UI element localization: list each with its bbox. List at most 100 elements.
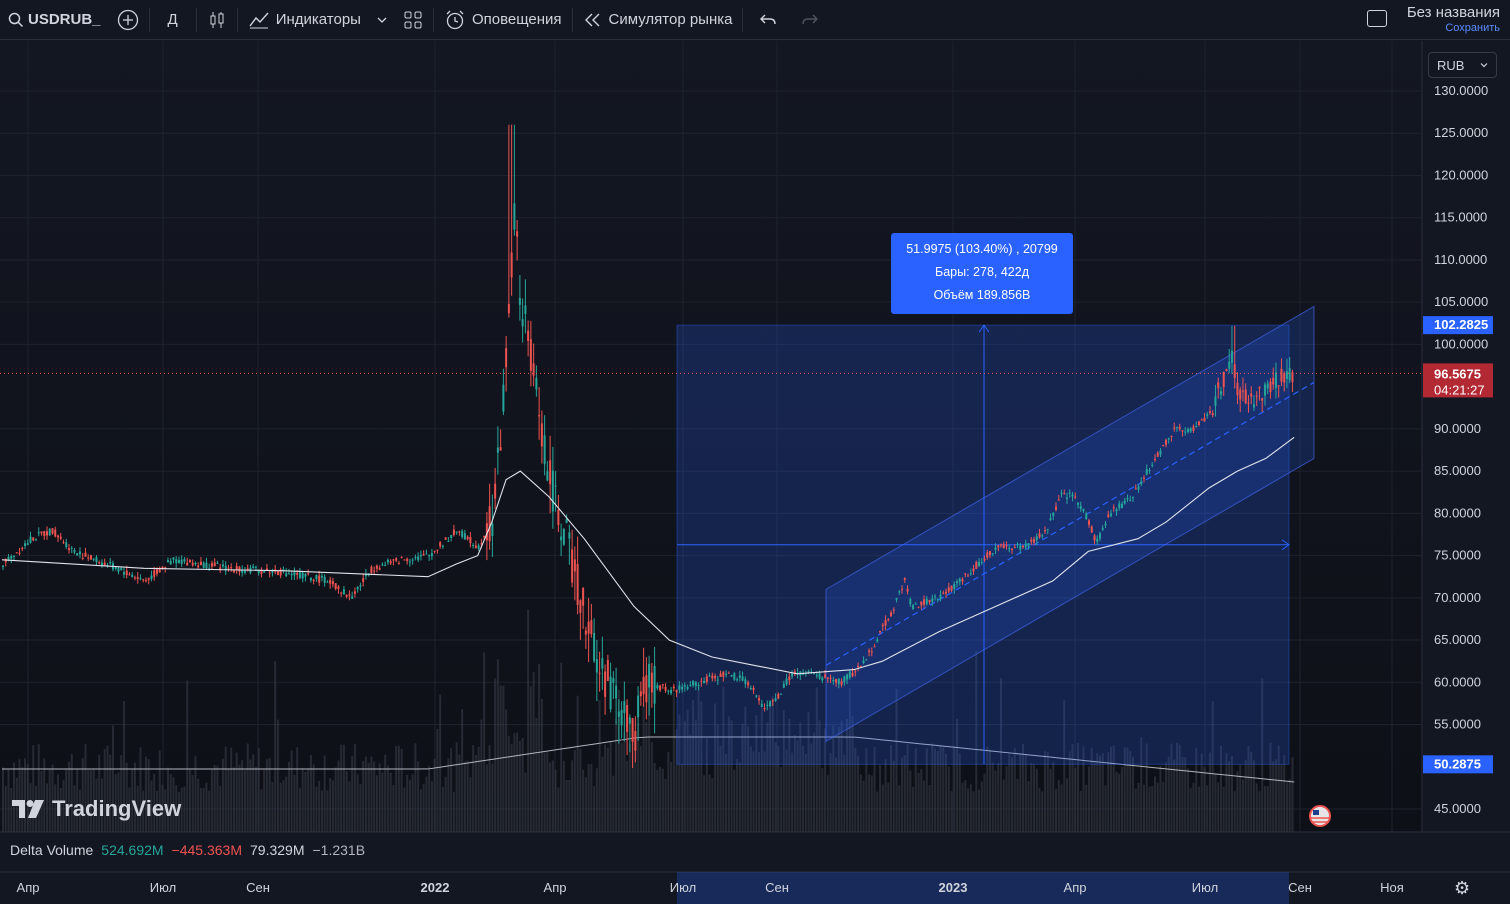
templates-button[interactable] [395,0,431,40]
volume-bar [854,747,857,832]
save-button[interactable]: Сохранить [1445,22,1500,34]
volume-bar [488,745,491,832]
volume-bar [876,791,879,832]
volume-bar [364,756,367,832]
volume-bar [920,769,923,832]
volume-bar [1098,755,1101,832]
candle-body [293,571,296,576]
candle-body [1214,396,1217,406]
volume-bar [1277,745,1280,832]
interval-button[interactable]: Д [167,11,178,28]
volume-bar [934,748,937,832]
volume-bar [276,719,279,832]
currency-select[interactable]: RUB [1428,52,1497,78]
volume-bar [417,761,420,832]
volume-bar [477,746,480,832]
candle-body [428,555,431,557]
candle-body [1024,543,1027,548]
price-tick-label: 110.0000 [1434,252,1487,267]
volume-bar [29,783,32,832]
candle-body [714,675,717,679]
volume-bar [950,791,953,832]
delta-volume-legend[interactable]: Delta Volume 524.692M −445.363M 79.329M … [10,842,365,858]
candle-body [1057,499,1060,501]
candle-body [1173,427,1176,429]
volume-bar [554,769,557,832]
candle-body [444,537,447,540]
volume-bar [1063,700,1066,832]
volume-bar [1066,778,1069,832]
candle-body [345,594,348,597]
candle-body [381,564,384,566]
volume-bar [785,749,788,832]
candle-body [26,543,29,545]
volume-bar [851,716,854,832]
volume-bar [439,694,442,832]
volume-bar [208,790,211,832]
volume-bar [1203,767,1206,832]
volume-bar [766,722,769,832]
price-tick-label: 60.0000 [1434,674,1481,689]
volume-bar [1151,786,1154,832]
volume-bar [1085,784,1088,832]
volume-bar [89,770,92,832]
candle-body [1255,395,1258,397]
candle-body [158,569,161,573]
volume-bar [1261,678,1264,832]
price-chart[interactable]: 130.0000 125.0000 120.0000 115.0000 110.0000… [0,41,1510,904]
alerts-button[interactable]: Оповещения [436,0,570,40]
indicators-dropdown[interactable] [369,0,395,40]
volume-bar [1167,756,1170,832]
volume-bar [994,770,997,832]
replay-button[interactable]: Симулятор рынка [575,0,741,40]
candle-body [1203,417,1206,422]
candle-body [1071,494,1074,497]
alerts-label: Оповещения [471,11,562,28]
layout-icon[interactable] [1367,10,1387,27]
redo-button[interactable] [791,0,829,40]
tradingview-logo[interactable]: TradingView [12,796,181,822]
volume-bar [279,782,282,832]
volume-bar [758,752,761,832]
volume-bar [840,720,843,832]
symbol-search[interactable]: USDRUB_ [0,0,109,40]
volume-bar [774,742,777,832]
candle-body [238,566,241,572]
chart-type-button[interactable] [199,0,235,40]
volume-bar [901,757,904,832]
candle-body [661,684,664,686]
candle-body [881,624,884,627]
candle-body [183,559,186,562]
volume-bar [510,744,513,832]
time-axis[interactable]: Апр Июл Сен 2022 Апр Июл Сен 2023 Апр Июл Сен Ноя [0,872,1510,904]
candle-body [1208,410,1211,413]
save-area[interactable]: Без названия Сохранить [1407,4,1500,34]
candle-body [320,575,323,578]
candle-body [843,676,846,683]
candle-body [285,573,288,577]
volume-bar [1126,747,1129,832]
volume-bar [389,772,392,832]
candle-body [664,686,667,691]
candle-body [705,676,708,682]
volume-bar [441,787,444,832]
volume-bar [1087,766,1090,832]
volume-bar [1060,784,1063,832]
undo-button[interactable] [745,0,791,40]
volume-bar [329,778,332,832]
volume-bar [408,779,411,832]
alarm-clock-icon [446,10,464,29]
volume-bar [692,700,695,832]
indicators-button[interactable]: Индикаторы [240,0,369,40]
volume-bar [1120,766,1123,832]
candle-body [252,566,255,569]
candle-body [540,423,543,447]
candle-body [1027,543,1030,547]
price-tick-label: 85.0000 [1434,463,1481,478]
candle-body [857,666,860,668]
compare-button[interactable] [109,0,147,40]
settings-gear-icon[interactable]: ⚙ [1454,878,1471,898]
candle-body [813,673,816,675]
volume-bar [406,774,409,832]
volume-bar [543,752,546,832]
